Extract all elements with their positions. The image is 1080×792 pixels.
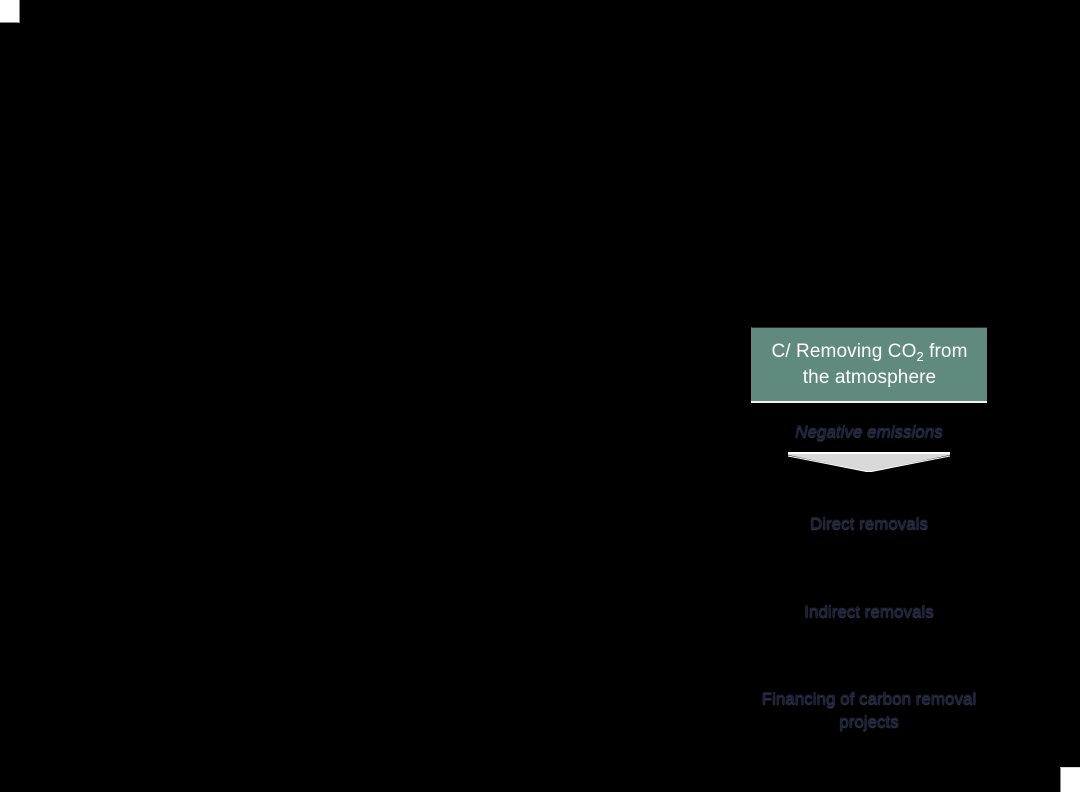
header-underline-rule xyxy=(751,401,987,403)
category-label-indirect-removals[interactable]: Indirect removals xyxy=(804,602,934,621)
top-left-placeholder-block xyxy=(0,0,20,23)
negative-emissions-caption: Negative emissions xyxy=(795,422,943,441)
section-header-prefix: C/ Removing CO xyxy=(771,341,917,362)
downward-funnel-chevron-icon xyxy=(788,452,950,472)
section-header-suffix: from the atmosphere xyxy=(802,341,968,388)
category-label-direct-removals[interactable]: Direct removals xyxy=(809,514,929,533)
section-header-card[interactable]: C/ Removing CO2 from the atmosphere xyxy=(751,327,987,401)
carbon-removal-column: C/ Removing CO2 from the atmosphere Nega… xyxy=(751,327,987,731)
section-header-title: C/ Removing CO2 from the atmosphere xyxy=(752,339,987,390)
category-label-financing-of-carbon-removal-projects[interactable]: Financing of carbon removal projects xyxy=(761,689,977,731)
section-header-subscript: 2 xyxy=(916,348,924,364)
bottom-right-placeholder-block xyxy=(1060,767,1080,792)
